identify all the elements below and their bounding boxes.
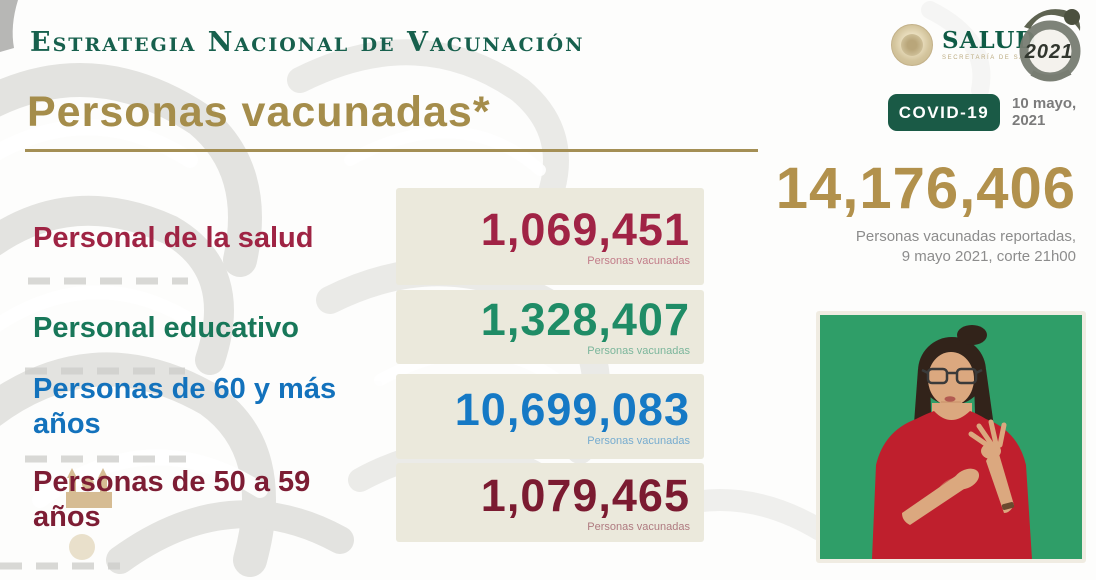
stat-box-50-a-59: 1,079,465 Personas vacunadas	[396, 463, 704, 542]
stat-box-60-y-mas: 10,699,083 Personas vacunadas	[396, 374, 704, 459]
interpreter-video	[816, 311, 1086, 563]
salud-logo-text: SALUD	[942, 27, 1037, 54]
emblem-year: 2021	[1024, 41, 1074, 63]
stat-box-personal-salud: 1,069,451 Personas vacunadas	[396, 188, 704, 285]
total-caption-line1: Personas vacunadas reportadas,	[855, 228, 1076, 245]
broadcast-date: 10 mayo, 2021	[1012, 95, 1076, 130]
total-vaccinated-value: 14,176,406	[775, 156, 1076, 221]
broadcast-date-line2: 2021	[1012, 112, 1046, 130]
stat-value: 1,069,451	[480, 203, 690, 255]
salud-seal-icon	[891, 24, 933, 66]
stat-value: 1,079,465	[480, 469, 690, 521]
corner-mark	[0, 0, 18, 52]
salud-logo: SALUD SECRETARÍA DE SALUD	[891, 24, 1042, 66]
stat-box-personal-educativo: 1,328,407 Personas vacunadas	[396, 290, 704, 364]
stat-label-60-y-mas: Personas de 60 y más años	[33, 373, 337, 440]
stat-label-personal-salud: Personal de la salud	[33, 222, 314, 254]
stat-label-personal-educativo: Personal educativo	[33, 312, 299, 344]
mexico-2021-emblem: 2021	[1012, 3, 1092, 89]
covid19-badge: COVID-19	[888, 94, 1000, 131]
stat-caption: Personas vacunadas	[587, 434, 690, 447]
sign-language-interpreter	[872, 325, 1032, 559]
circle-watermark	[69, 534, 95, 560]
program-title: Estrategia Nacional de Vacunación	[30, 27, 585, 58]
quetzalcoatl-icon	[1019, 9, 1081, 82]
stat-caption: Personas vacunadas	[587, 345, 690, 357]
total-caption-line2: 9 mayo 2021, corte 21h00	[901, 247, 1076, 265]
stat-value: 10,699,083	[454, 383, 690, 435]
total-vaccinated: 14,176,406 Personas vacunadas reportadas…	[700, 160, 1076, 266]
total-vaccinated-caption: Personas vacunadas reportadas, 9 mayo 20…	[700, 227, 1076, 266]
salud-logo-subtext: SECRETARÍA DE SALUD	[942, 55, 1042, 61]
page-title: Personas vacunadas*	[27, 88, 491, 136]
title-divider	[25, 149, 758, 152]
stat-caption: Personas vacunadas	[587, 254, 690, 267]
stat-caption: Personas vacunadas	[587, 520, 690, 533]
stat-label-50-a-59: Personas de 50 a 59 años	[33, 466, 311, 533]
broadcast-date-line1: 10 mayo,	[1012, 95, 1077, 112]
stat-value: 1,328,407	[480, 294, 690, 345]
cathedral-watermark	[66, 468, 112, 508]
